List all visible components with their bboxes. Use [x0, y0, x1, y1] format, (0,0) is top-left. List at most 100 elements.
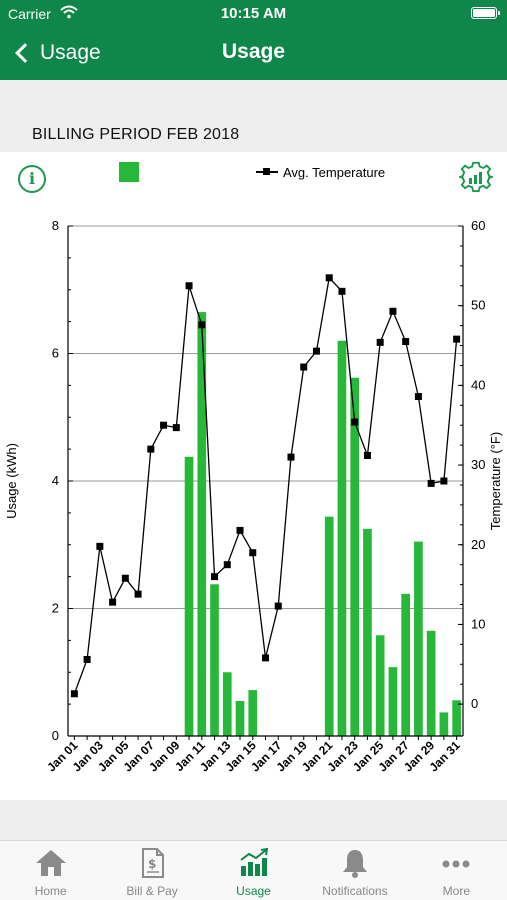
temperature-point [109, 598, 117, 606]
chart-settings-icon[interactable] [456, 160, 495, 194]
y2-tick-label: 20 [471, 537, 485, 552]
temperature-point [147, 445, 155, 453]
temperature-point [121, 574, 129, 582]
temperature-point [274, 602, 282, 610]
temperature-point [440, 477, 448, 485]
usage-bar [426, 630, 436, 736]
footer-band [0, 800, 507, 840]
bell-icon [338, 848, 372, 878]
temperature-point [160, 421, 168, 429]
billing-period-label: BILLING PERIOD FEB 2018 [32, 126, 240, 143]
tab-bar: Home $ Bill & Pay Usage [0, 840, 507, 900]
y2-tick-label: 40 [471, 377, 485, 392]
temperature-line [73, 276, 458, 694]
status-time: 10:15 AM [220, 5, 287, 22]
usage-bar [388, 667, 398, 736]
temperature-point [453, 335, 461, 343]
temperature-point [414, 393, 422, 401]
temperature-point [198, 321, 206, 329]
usage-bar [401, 593, 410, 736]
svg-text:$: $ [148, 857, 156, 871]
tab-home[interactable]: Home [0, 841, 101, 900]
usage-bar [375, 635, 385, 736]
usage-bar [452, 700, 461, 736]
header-band [0, 80, 507, 152]
y-tick-label: 8 [52, 218, 59, 233]
temperature-point [338, 287, 346, 295]
navigation-bar: Usage Usage [0, 28, 507, 80]
y2-tick-label: 30 [471, 457, 485, 472]
y-tick-label: 2 [52, 601, 59, 616]
more-icon [439, 848, 473, 878]
temperature-point [70, 690, 78, 698]
temperature-point [83, 656, 91, 663]
usage-bar [248, 690, 258, 736]
temperature-point [351, 418, 359, 426]
home-icon [34, 848, 68, 878]
usage-bar [363, 528, 372, 736]
chart-legend-row: i Avg. Temperature [0, 152, 507, 204]
usage-bar [184, 456, 194, 736]
y-tick-label: 4 [52, 473, 59, 488]
tab-notifications-label: Notifications [322, 884, 388, 898]
usage-bar [235, 700, 245, 736]
tab-more-label: More [442, 884, 470, 898]
usage-bar [210, 584, 219, 736]
temperature-point [325, 274, 333, 282]
y2-axis-title: Temperature (°F) [488, 432, 503, 530]
temperature-legend-label: Avg. Temperature [283, 164, 386, 180]
tab-bill-pay-label: Bill & Pay [126, 884, 178, 898]
usage-bar [197, 312, 207, 736]
temperature-point [262, 654, 269, 662]
status-bar: Carrier 10:15 AM [0, 0, 507, 28]
temperature-point [300, 363, 308, 371]
y2-tick-label: 0 [471, 696, 478, 711]
temperature-point [96, 542, 104, 550]
temperature-point [134, 590, 142, 598]
tab-notifications[interactable]: Notifications [304, 841, 405, 900]
temperature-point [376, 338, 384, 346]
temperature-point [223, 561, 231, 569]
info-icon[interactable]: i [18, 165, 46, 193]
usage-legend-swatch [119, 162, 139, 182]
usage-bar [350, 377, 360, 736]
carrier-label: Carrier [8, 6, 51, 22]
back-button-label: Usage [40, 41, 101, 64]
tab-usage-label: Usage [236, 884, 271, 898]
y2-tick-label: 10 [471, 616, 485, 631]
tab-home-label: Home [34, 884, 67, 898]
temperature-legend-marker [256, 168, 278, 174]
y2-tick-label: 50 [471, 298, 485, 313]
page-title: Usage [221, 40, 286, 63]
usage-chart-icon [237, 847, 271, 878]
battery-icon [471, 7, 500, 19]
temperature-point [172, 424, 180, 432]
temperature-point [185, 282, 193, 290]
tab-bill-pay[interactable]: $ Bill & Pay [101, 841, 202, 900]
tab-more[interactable]: More [406, 841, 507, 900]
usage-bar [414, 541, 423, 736]
temperature-legend: Avg. Temperature [256, 163, 385, 181]
back-button[interactable]: Usage [12, 38, 101, 68]
usage-bar [439, 712, 449, 736]
wifi-icon [60, 5, 78, 24]
temperature-point [389, 307, 397, 315]
usage-bar [324, 516, 334, 736]
temperature-point [402, 338, 410, 346]
temperature-point [249, 549, 257, 557]
bill-icon: $ [135, 848, 169, 878]
y-tick-label: 0 [52, 728, 59, 743]
y2-tick-label: 60 [471, 218, 485, 233]
y-axis-title: Usage (kWh) [4, 443, 19, 519]
temperature-point [236, 526, 244, 534]
tab-usage[interactable]: Usage [203, 841, 304, 900]
temperature-point [427, 479, 435, 487]
temperature-point [312, 347, 320, 355]
temperature-point [211, 573, 219, 581]
usage-bar [337, 340, 347, 736]
temperature-point [363, 452, 371, 459]
temperature-point [287, 453, 295, 461]
usage-bar [222, 672, 232, 736]
y-tick-label: 6 [52, 346, 59, 361]
